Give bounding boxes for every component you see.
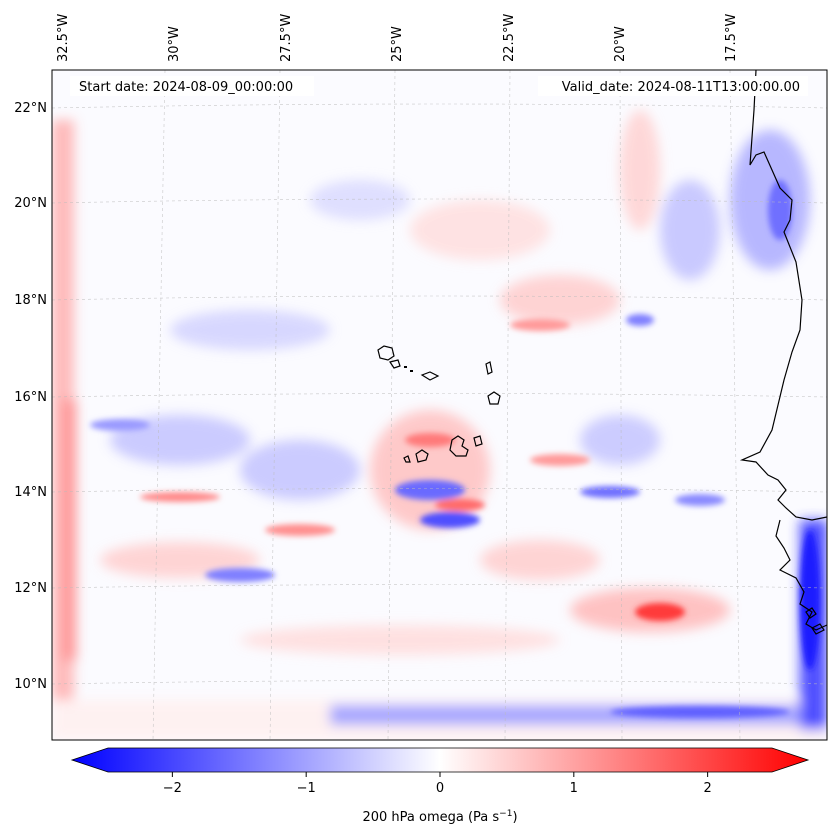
map-frame: [51, 69, 828, 741]
lon-label: 27.5°W: [279, 14, 294, 62]
negative-patch: [580, 415, 660, 465]
lat-label: 10°N: [14, 677, 47, 692]
negative-streak: [420, 512, 480, 528]
positive-streak: [405, 433, 455, 447]
negative-patch: [310, 180, 410, 220]
negative-streak: [580, 486, 640, 498]
lon-label: 25°W: [390, 26, 405, 62]
omega-streaks: [90, 180, 820, 718]
colorbar-tick-label: −1: [297, 781, 316, 796]
lat-label: 22°N: [14, 101, 47, 116]
negative-streak: [626, 314, 654, 326]
negative-streak: [395, 480, 465, 500]
island: [449, 435, 469, 457]
positive-streak: [435, 499, 485, 511]
valid-date-label: Valid_date: 2024-08-11T13:00:00.00: [562, 80, 800, 95]
positive-patch: [480, 540, 600, 580]
lat-label: 12°N: [14, 581, 47, 596]
negative-streak: [800, 530, 820, 670]
islands-north: [377, 345, 395, 361]
negative-patch: [660, 180, 720, 280]
colorbar-body: [70, 747, 810, 773]
colorbar-tick-label: 2: [703, 781, 711, 796]
island: [403, 455, 411, 463]
lon-label: 20°W: [613, 26, 628, 62]
colorbar-tick-label: 0: [436, 781, 444, 796]
graticule: [52, 70, 827, 740]
positive-streak: [510, 319, 570, 331]
longitude-labels: 32.5°W 30°W 27.5°W 25°W 22.5°W 20°W 17.5…: [56, 14, 739, 62]
island: [473, 435, 483, 447]
africa-coast: [739, 70, 827, 521]
island: [415, 449, 429, 463]
lat-label: 14°N: [14, 485, 47, 500]
start-date-box: [70, 76, 314, 96]
island-dots: [404, 366, 413, 372]
negative-streak: [90, 419, 150, 431]
positive-streak: [265, 524, 335, 536]
positive-streak: [530, 454, 590, 466]
island: [389, 359, 401, 369]
negative-streak: [610, 706, 790, 718]
negative-streak: [205, 568, 275, 582]
positive-patch: [500, 275, 620, 325]
positive-streak: [140, 492, 220, 502]
colorbar-tick-label: 1: [570, 781, 578, 796]
positive-patch: [410, 200, 550, 260]
negative-patch: [170, 310, 330, 350]
lon-label: 17.5°W: [724, 14, 739, 62]
negative-streak: [675, 494, 725, 506]
colorbar-label: 200 hPa omega (Pa s−1): [362, 809, 517, 825]
lat-label: 20°N: [14, 196, 47, 211]
colorbar-tick-label: −2: [163, 781, 182, 796]
omega-field: [52, 70, 827, 740]
island: [485, 361, 493, 375]
negative-patch: [240, 440, 360, 500]
island: [420, 371, 440, 381]
colorbar-ticks: −2 −1 0 1 2: [163, 772, 712, 796]
positive-patch: [370, 410, 490, 530]
valid-date-box: [538, 76, 808, 96]
island: [487, 391, 501, 405]
lat-label: 18°N: [14, 293, 47, 308]
west-edge-positive-core: [62, 400, 76, 660]
lon-label: 32.5°W: [56, 14, 71, 62]
coastlines: [377, 70, 827, 635]
latitude-labels: 22°N 20°N 18°N 16°N 14°N 12°N 10°N: [14, 101, 47, 692]
start-date-label: Start date: 2024-08-09_00:00:00: [79, 80, 293, 95]
bissagos-islands: [805, 607, 825, 635]
lat-label: 16°N: [14, 390, 47, 405]
positive-patch: [240, 625, 560, 655]
gambia-coast: [775, 519, 827, 631]
colorbar: −2 −1 0 1 2 200 hPa omega (Pa s−1): [70, 747, 810, 825]
negative-streak: [768, 180, 792, 240]
positive-patch: [620, 110, 660, 230]
lon-label: 30°W: [167, 26, 182, 62]
positive-streak: [635, 603, 685, 621]
positive-patch: [100, 542, 260, 578]
lon-label: 22.5°W: [502, 14, 517, 62]
